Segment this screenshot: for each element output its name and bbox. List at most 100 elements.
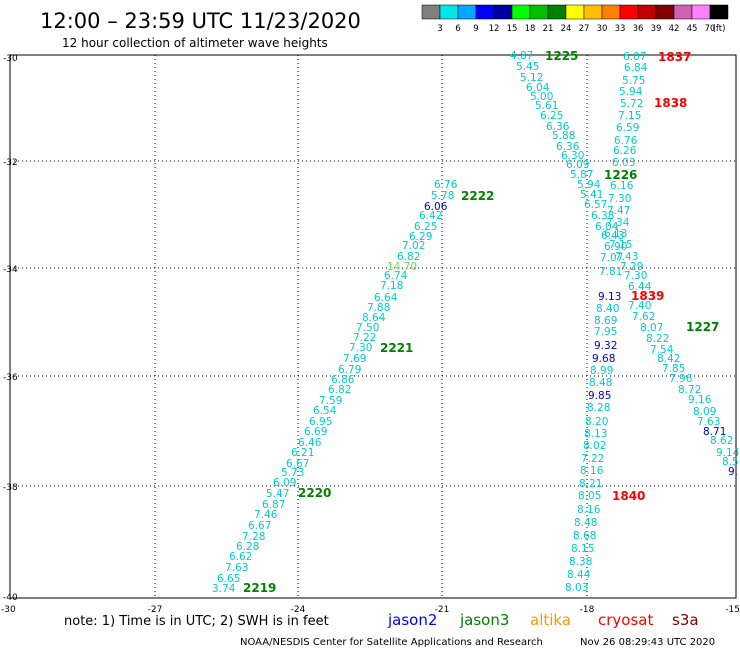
credit-text: NOAA/NESDIS Center for Satellite Applica… <box>240 637 543 648</box>
wave-height-value: 6.26 <box>613 145 637 157</box>
wave-height-value: 6.42 <box>419 210 442 222</box>
wave-height-value: 6.74 <box>384 270 408 282</box>
wave-height-value: 5.94 <box>577 179 601 191</box>
legend-label: 45 <box>687 24 698 34</box>
wave-height-value: 6.25 <box>540 110 563 122</box>
satellite-label-altika: altika <box>530 611 571 629</box>
wave-height-value: 5.75 <box>622 75 645 87</box>
legend-swatch <box>493 4 513 20</box>
wave-height-value: 6.28 <box>236 541 259 553</box>
wave-height-value: 8.16 <box>580 465 604 477</box>
wave-height-value: 7.30 <box>624 270 647 282</box>
wave-height-value: 5.47 <box>266 488 289 500</box>
wave-height-value: 7.40 <box>628 300 651 312</box>
wave-height-value: 14.70 <box>387 261 417 273</box>
wave-height-value: 6.95 <box>309 416 332 428</box>
wave-height-value: 8.15 <box>571 543 594 555</box>
wave-height-value: 6.13 <box>604 228 627 240</box>
timestamp-text: Nov 26 08:29:43 UTC 2020 <box>580 637 715 648</box>
wave-height-value: 7.30 <box>349 342 372 354</box>
wave-height-value: 6.69 <box>304 426 327 438</box>
wave-height-value: 8.16 <box>577 504 601 516</box>
legend-label: 15 <box>507 24 518 34</box>
legend-swatch <box>475 4 495 20</box>
latitude-tick-label: -32 <box>3 158 18 168</box>
legend-swatch <box>439 4 459 20</box>
wave-height-value: 7.47 <box>607 205 630 217</box>
satellite-label-s3a: s3a <box>672 611 699 629</box>
wave-height-value: 8.62 <box>710 435 733 447</box>
wave-height-value: 7.15 <box>609 239 632 251</box>
legend-label: 12 <box>489 24 500 34</box>
map-frame <box>9 54 737 599</box>
legend-label: 70 <box>705 24 716 34</box>
wave-height-value: 7.62 <box>632 311 655 323</box>
wave-height-value: 6.82 <box>328 384 351 396</box>
wave-height-value: 8.69 <box>594 315 617 327</box>
wave-height-value: 6.04 <box>526 82 550 94</box>
wave-height-value: 7.95 <box>594 326 617 338</box>
legend-swatch <box>619 4 639 20</box>
wave-height-value: 6.30 <box>561 150 584 162</box>
wave-height-value: 6.46 <box>298 437 322 449</box>
wave-height-value: 6.54 <box>313 405 337 417</box>
latitude-tick-label: -36 <box>3 373 18 383</box>
wave-height-value: 5.88 <box>552 130 575 142</box>
map-title: 12:00 – 23:59 UTC 11/23/2020 <box>40 9 361 33</box>
wave-height-value: 7.34 <box>606 217 630 229</box>
wave-height-value: 8.05 <box>578 490 601 502</box>
wave-height-value: 7.96 <box>669 373 693 385</box>
wave-height-value: 8.07 <box>640 322 663 334</box>
wave-height-value: 8.5 <box>722 456 739 468</box>
legend-swatch <box>709 4 729 20</box>
wave-height-value: 6.06 <box>424 201 448 213</box>
legend-swatch <box>583 4 603 20</box>
wave-height-value: 8.68 <box>573 530 596 542</box>
wave-height-value: 8.72 <box>678 384 701 396</box>
wave-height-value: 5.41 <box>580 189 603 201</box>
wave-height-value: 6.09 <box>273 477 296 489</box>
legend-swatch <box>421 4 441 20</box>
track-time-label: 1840 <box>612 489 645 503</box>
longitude-tick-label: -18 <box>580 605 595 615</box>
legend-swatch <box>529 4 549 20</box>
wave-height-value: 6.36 <box>546 121 570 133</box>
wave-height-value: 6.76 <box>614 135 638 147</box>
longitude-tick-label: -15 <box>725 605 740 615</box>
wave-height-value: 6.04 <box>595 221 619 233</box>
legend-swatch <box>457 4 477 20</box>
legend-swatch <box>511 4 531 20</box>
wave-height-value: 8.03 <box>565 582 588 594</box>
wave-height-value: 8.64 <box>362 312 386 324</box>
wave-height-value: 8.21 <box>579 478 602 490</box>
legend-label: 33 <box>615 24 626 34</box>
legend-label: 30 <box>597 24 608 34</box>
wave-height-value: 7.29 <box>620 261 643 273</box>
wave-height-value: 6.67 <box>248 520 271 532</box>
satellite-label-jason3: jason3 <box>459 611 509 629</box>
legend-label: 27 <box>579 24 590 34</box>
latitude-tick-label: -40 <box>3 593 18 603</box>
wave-height-value: 8.38 <box>569 556 592 568</box>
wave-height-value: 9. <box>728 466 738 478</box>
wave-height-value: 7.46 <box>254 509 278 521</box>
wave-height-value: 6.43 <box>601 230 624 242</box>
wave-height-value: 7.59 <box>319 395 342 407</box>
track-time-label: 1225 <box>545 49 578 63</box>
wave-height-value: 7.22 <box>581 453 604 465</box>
wave-height-value: 7.18 <box>380 280 403 292</box>
footer-note: note: 1) Time is in UTC; 2) SWH is in fe… <box>64 614 329 629</box>
track-time-label: 2222 <box>461 189 494 203</box>
wave-height-value: 6.87 <box>262 499 285 511</box>
legend-label: 42 <box>669 24 680 34</box>
track-time-label: 1837 <box>658 50 691 64</box>
legend-label: 36 <box>633 24 644 34</box>
wave-height-value: 7.50 <box>356 322 379 334</box>
legend-label: 3 <box>437 24 442 34</box>
wave-height-value: 5.94 <box>619 86 643 98</box>
wave-height-value: 6.21 <box>291 447 314 459</box>
legend-label: 39 <box>651 24 662 34</box>
wave-height-value: 6.44 <box>628 281 652 293</box>
wave-height-value: 4.87 <box>510 50 533 62</box>
wave-height-value: 6.65 <box>217 573 240 585</box>
